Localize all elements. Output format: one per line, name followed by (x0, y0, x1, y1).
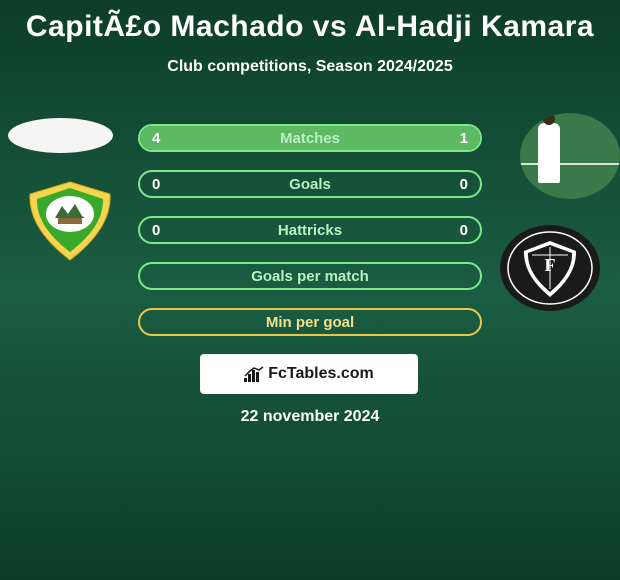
stat-label: Hattricks (140, 222, 480, 239)
stat-bar: 00Goals (138, 170, 482, 198)
player-avatar-left (8, 118, 113, 153)
stat-label: Min per goal (140, 314, 480, 331)
comparison-date: 22 november 2024 (0, 408, 620, 426)
comparison-subtitle: Club competitions, Season 2024/2025 (0, 58, 620, 76)
club-logo-left (20, 178, 120, 264)
svg-text:F: F (545, 255, 556, 275)
club-logo-right: F (500, 225, 600, 311)
stat-bar: 00Hattricks (138, 216, 482, 244)
stat-label: Goals (140, 176, 480, 193)
stats-container: 41Matches 00Goals 00Hattricks Goals per mat… (138, 124, 482, 354)
branding-badge: FcTables.com (200, 354, 418, 394)
branding-text: FcTables.com (268, 365, 374, 383)
stat-bar: Goals per match (138, 262, 482, 290)
stat-bar: Min per goal (138, 308, 482, 336)
comparison-title: CapitÃ£o Machado vs Al-Hadji Kamara (0, 0, 620, 44)
stat-bar: 41Matches (138, 124, 482, 152)
stat-label: Matches (140, 130, 480, 147)
player-avatar-right (520, 113, 620, 199)
stat-label: Goals per match (140, 268, 480, 285)
